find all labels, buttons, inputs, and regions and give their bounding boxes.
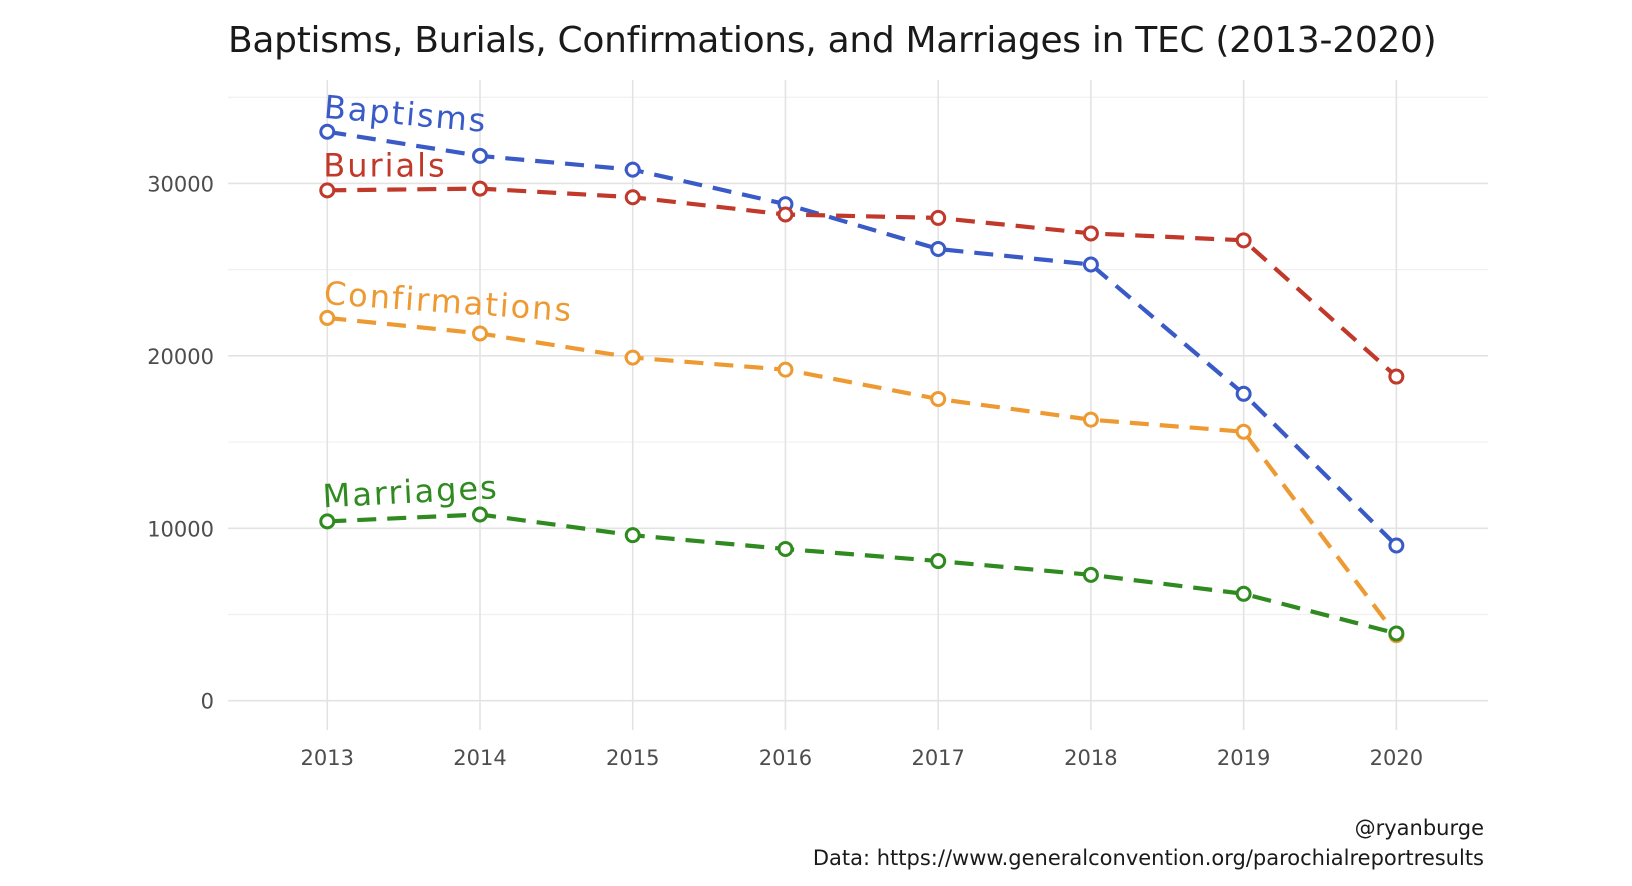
series-lines [319, 123, 1405, 644]
x-tick-label: 2020 [1370, 746, 1423, 770]
x-tick-label: 2013 [301, 746, 354, 770]
data-point-burials [1235, 232, 1252, 249]
series-label-marriages: Marriages [322, 468, 500, 515]
data-point-burials [1082, 225, 1099, 242]
data-point-confirmations [472, 325, 488, 342]
data-point-confirmations [624, 349, 641, 366]
caption-handle: @ryanburge [1354, 816, 1484, 840]
caption-source: Data: https://www.generalconvention.org/… [812, 846, 1484, 870]
x-tick-label: 2015 [606, 746, 659, 770]
data-point-baptisms [472, 147, 488, 164]
data-point-baptisms [624, 161, 641, 178]
y-tick-label: 30000 [147, 172, 214, 196]
y-tick-label: 10000 [147, 517, 214, 541]
data-point-marriages [1082, 566, 1099, 583]
data-point-burials [777, 206, 794, 223]
data-point-baptisms [1082, 256, 1099, 273]
data-point-confirmations [1235, 423, 1252, 440]
data-point-baptisms [319, 123, 336, 140]
data-point-burials [930, 209, 947, 226]
series-label-baptisms: Baptisms [323, 88, 490, 140]
data-point-burials [1388, 368, 1405, 385]
data-point-burials [319, 182, 336, 199]
x-tick-label: 2017 [911, 746, 964, 770]
data-point-marriages [930, 553, 947, 570]
data-point-marriages [472, 506, 488, 523]
y-tick-label: 0 [201, 690, 214, 714]
x-tick-label: 2016 [759, 746, 812, 770]
series-line-burials [327, 186, 1398, 379]
series-line-marriages [327, 512, 1397, 636]
data-point-baptisms [930, 240, 947, 257]
x-tick-label: 2018 [1064, 746, 1117, 770]
data-point-marriages [1235, 585, 1252, 602]
data-point-baptisms [1388, 537, 1405, 554]
x-tick-label: 2014 [453, 746, 506, 770]
data-point-confirmations [930, 390, 947, 407]
data-point-marriages [1388, 625, 1405, 642]
data-point-marriages [319, 513, 336, 530]
data-point-confirmations [1082, 411, 1099, 428]
axis-ticks: 0 10000 20000 30000 2013 2014 2015 2016 2017 2018… [147, 172, 1423, 770]
chart-title: Baptisms, Burials, Confirmations, and Ma… [228, 20, 1437, 61]
data-point-baptisms [1235, 385, 1252, 402]
data-point-marriages [624, 527, 641, 544]
data-point-confirmations [777, 361, 794, 378]
data-point-marriages [777, 540, 794, 557]
x-tick-label: 2019 [1217, 746, 1270, 770]
data-point-burials [472, 180, 488, 197]
data-point-confirmations [319, 309, 336, 326]
data-point-burials [624, 189, 641, 206]
series-line-baptisms [326, 129, 1398, 547]
y-tick-label: 20000 [147, 345, 214, 369]
series-label-burials: Burials [323, 146, 446, 184]
